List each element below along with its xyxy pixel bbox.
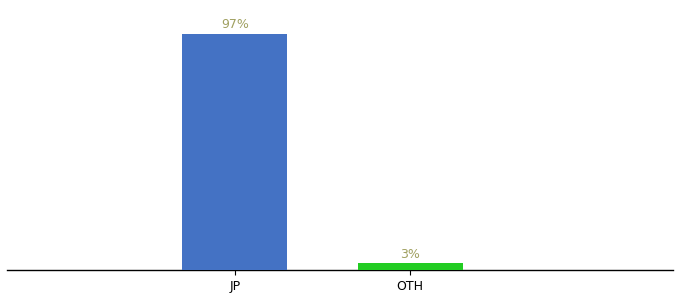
Text: 3%: 3%: [400, 248, 420, 261]
Bar: [358, 263, 462, 270]
Bar: [182, 34, 288, 270]
Text: 97%: 97%: [221, 18, 249, 31]
